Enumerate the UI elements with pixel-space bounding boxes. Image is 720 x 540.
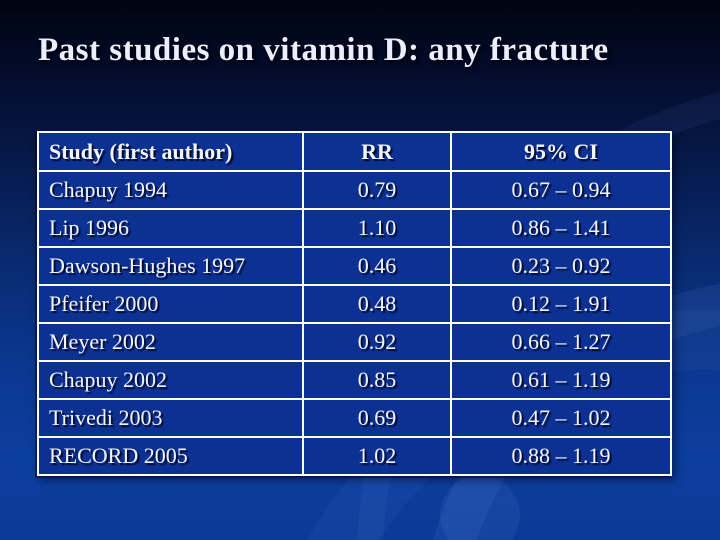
rr-cell: 0.85 [302, 360, 452, 400]
ci-cell: 0.61 – 1.19 [450, 360, 672, 400]
header-study: Study (first author) [37, 131, 304, 172]
header-rr: RR [302, 131, 452, 172]
study-cell: Chapuy 2002 [37, 360, 304, 400]
study-cell: Meyer 2002 [37, 322, 304, 362]
ci-cell: 0.86 – 1.41 [450, 208, 672, 248]
rr-cell: 1.02 [302, 436, 452, 476]
table-row: Trivedi 2003 0.69 0.47 – 1.02 [37, 398, 672, 438]
table-row: Meyer 2002 0.92 0.66 – 1.27 [37, 322, 672, 362]
slide-title: Past studies on vitamin D: any fracture [38, 32, 609, 68]
table-header-row: Study (first author) RR 95% CI [37, 131, 672, 172]
ci-cell: 0.88 – 1.19 [450, 436, 672, 476]
rr-cell: 0.69 [302, 398, 452, 438]
rr-cell: 0.48 [302, 284, 452, 324]
table-row: Chapuy 1994 0.79 0.67 – 0.94 [37, 170, 672, 210]
ci-cell: 0.67 – 0.94 [450, 170, 672, 210]
rr-cell: 0.79 [302, 170, 452, 210]
ci-cell: 0.47 – 1.02 [450, 398, 672, 438]
table-row: Lip 1996 1.10 0.86 – 1.41 [37, 208, 672, 248]
rr-cell: 0.46 [302, 246, 452, 286]
table-row: RECORD 2005 1.02 0.88 – 1.19 [37, 436, 672, 476]
ci-cell: 0.23 – 0.92 [450, 246, 672, 286]
ci-cell: 0.66 – 1.27 [450, 322, 672, 362]
study-cell: Trivedi 2003 [37, 398, 304, 438]
studies-table: Study (first author) RR 95% CI Chapuy 19… [37, 131, 672, 476]
study-cell: Lip 1996 [37, 208, 304, 248]
rr-cell: 1.10 [302, 208, 452, 248]
header-ci: 95% CI [450, 131, 672, 172]
study-cell: RECORD 2005 [37, 436, 304, 476]
rr-cell: 0.92 [302, 322, 452, 362]
study-cell: Chapuy 1994 [37, 170, 304, 210]
table-row: Dawson-Hughes 1997 0.46 0.23 – 0.92 [37, 246, 672, 286]
study-cell: Pfeifer 2000 [37, 284, 304, 324]
study-cell: Dawson-Hughes 1997 [37, 246, 304, 286]
ci-cell: 0.12 – 1.91 [450, 284, 672, 324]
table-row: Chapuy 2002 0.85 0.61 – 1.19 [37, 360, 672, 400]
table-row: Pfeifer 2000 0.48 0.12 – 1.91 [37, 284, 672, 324]
